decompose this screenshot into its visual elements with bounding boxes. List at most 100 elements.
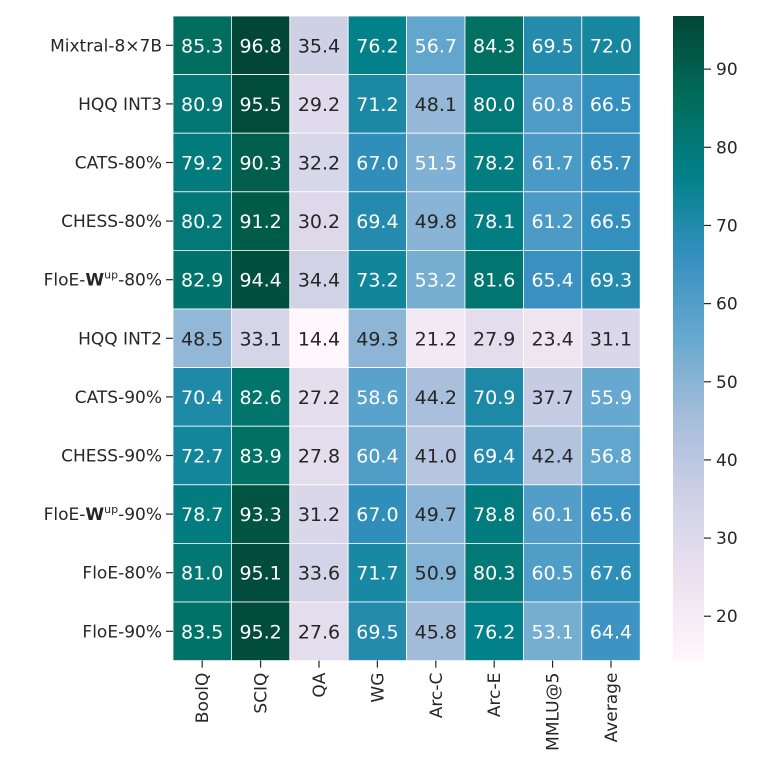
heatmap-cell: [406, 191, 466, 251]
cell-value-label: 78.2: [473, 153, 515, 175]
cell-value-label: 61.7: [531, 153, 573, 175]
heatmap-cell: [523, 249, 583, 310]
cell-value-label: 45.8: [415, 621, 457, 643]
column-label-sciq: SCIQ: [252, 673, 272, 714]
cell-value-label: 21.2: [415, 328, 457, 350]
heatmap-cell: [172, 543, 232, 603]
cell-value-label: 91.2: [239, 211, 281, 233]
heatmap-cell: [230, 15, 291, 75]
cell-value-label: 55.9: [590, 387, 632, 409]
heatmap-cell: [289, 425, 349, 486]
heatmap-cell: [406, 601, 466, 661]
heatmap-cell: [172, 191, 232, 251]
heatmap-cell: [581, 543, 641, 603]
heatmap-cell: [523, 132, 583, 193]
cell-value-label: 79.2: [181, 153, 223, 175]
cell-value-label: 69.4: [473, 446, 515, 468]
cell-value-label: 81.6: [473, 270, 515, 292]
colorbar-tick-label: 70: [716, 216, 738, 236]
cell-value-label: 34.4: [298, 270, 340, 292]
heatmap-cell: [581, 425, 641, 486]
heatmap-cell: [406, 132, 466, 193]
cell-value-label: 67.0: [356, 504, 398, 526]
colorbar-gradient: [673, 16, 704, 660]
heatmap-cell: [289, 191, 349, 251]
cell-value-label: 67.0: [356, 153, 398, 175]
heatmap-cell: [464, 132, 524, 193]
heatmap-cell: [172, 15, 232, 75]
cell-value-label: 80.2: [181, 211, 223, 233]
cell-value-label: 71.2: [356, 94, 398, 116]
heatmap-cell: [230, 484, 291, 544]
cell-value-label: 66.5: [590, 211, 632, 233]
heatmap-cell: [406, 15, 466, 75]
cell-value-label: 70.4: [181, 387, 223, 409]
cell-value-label: 94.4: [239, 270, 281, 292]
heatmap-cell: [464, 367, 524, 427]
colorbar-tick-label: 80: [716, 138, 738, 158]
cell-value-label: 65.7: [590, 153, 632, 175]
heatmap-cell: [289, 15, 349, 75]
heatmap-cell: [406, 74, 466, 134]
heatmap-cell: [581, 601, 641, 661]
heatmap-cell: [464, 484, 524, 544]
cell-value-label: 27.6: [298, 621, 340, 643]
cell-value-label: 60.5: [531, 563, 573, 585]
colorbar-tick-label: 20: [716, 607, 738, 627]
cell-value-label: 33.6: [298, 563, 340, 585]
cell-value-label: 27.8: [298, 446, 340, 468]
heatmap-cell: [406, 308, 466, 368]
cell-value-label: 82.6: [239, 387, 281, 409]
heatmap-cell: [230, 74, 291, 134]
colorbar-tick-label: 90: [716, 60, 738, 80]
column-label-wg: WG: [368, 673, 388, 703]
cell-value-label: 67.6: [590, 563, 632, 585]
row-label-floe-wup-90: FloE-Wup-90%: [44, 503, 162, 525]
column-label-average: Average: [602, 673, 622, 743]
cell-value-label: 78.7: [181, 504, 223, 526]
colorbar-tick-label: 40: [716, 451, 738, 471]
cell-value-label: 53.2: [415, 270, 457, 292]
heatmap-cell: [523, 308, 583, 368]
cell-value-label: 95.5: [239, 94, 281, 116]
heatmap-cell: [172, 367, 232, 427]
cell-value-label: 61.2: [531, 211, 573, 233]
cell-value-label: 14.4: [298, 328, 340, 350]
cell-value-label: 72.7: [181, 446, 223, 468]
row-label-cats-90: CATS-90%: [75, 388, 162, 408]
column-label-mmlu-5: MMLU@5: [544, 673, 564, 751]
cell-value-label: 49.8: [415, 211, 457, 233]
heatmap-cell: [347, 191, 408, 251]
heatmap-cell: [406, 484, 466, 544]
row-label-chess-80: CHESS-80%: [61, 212, 162, 232]
cell-value-label: 49.3: [356, 328, 398, 350]
cell-value-label: 85.3: [181, 35, 223, 57]
cell-value-label: 32.2: [298, 153, 340, 175]
cell-value-label: 76.2: [473, 621, 515, 643]
cell-value-label: 29.2: [298, 94, 340, 116]
heatmap-cell: [464, 74, 524, 134]
cell-value-label: 95.1: [239, 563, 281, 585]
heatmap-cell: [289, 132, 349, 193]
heatmap-cell: [230, 543, 291, 603]
cell-value-label: 71.7: [356, 563, 398, 585]
cell-value-label: 84.3: [473, 35, 515, 57]
heatmap-cell: [581, 132, 641, 193]
cell-value-label: 44.2: [415, 387, 457, 409]
column-label-arc-e: Arc-E: [485, 673, 505, 717]
cell-value-label: 69.3: [590, 270, 632, 292]
column-label-boolq: BoolQ: [193, 673, 213, 724]
heatmap-cell: [523, 543, 583, 603]
heatmap-cell: [523, 191, 583, 251]
cell-value-label: 31.2: [298, 504, 340, 526]
cell-value-label: 58.6: [356, 387, 398, 409]
colorbar-tick-label: 60: [716, 295, 738, 315]
heatmap-cell: [230, 132, 291, 193]
cell-value-label: 93.3: [239, 504, 281, 526]
column-label-qa: QA: [310, 672, 330, 697]
heatmap-cell: [289, 601, 349, 661]
cell-value-label: 80.0: [473, 94, 515, 116]
cell-value-label: 83.9: [239, 446, 281, 468]
column-labels: BoolQ SCIQ QA WG Arc-C Arc-E MMLU@5 Average: [193, 660, 622, 751]
heatmap-cell: [347, 601, 408, 661]
